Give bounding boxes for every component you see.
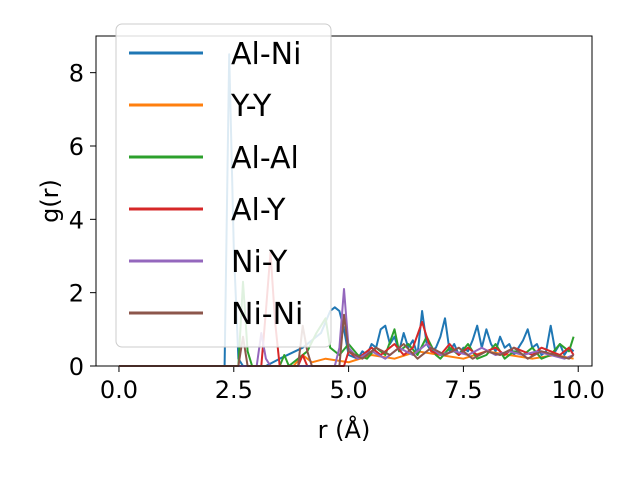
x-tick-label: 10.0 xyxy=(552,376,605,404)
y-axis-ticks: 0 2 4 6 8 xyxy=(69,60,96,381)
y-tick-label: 4 xyxy=(69,206,84,234)
legend-label-al-ni: Al-Ni xyxy=(231,37,301,72)
x-tick-label: 0.0 xyxy=(100,376,138,404)
y-tick-label: 6 xyxy=(69,133,84,161)
x-axis-label: r (Å) xyxy=(318,415,371,444)
y-tick-label: 8 xyxy=(69,60,84,88)
y-axis-label: g(r) xyxy=(36,179,64,223)
x-tick-label: 5.0 xyxy=(330,376,368,404)
legend-label-ni-y: Ni-Y xyxy=(231,245,288,280)
y-tick-label: 0 xyxy=(69,353,84,381)
legend-label-y-y: Y-Y xyxy=(230,89,272,124)
x-axis-ticks: 0.0 2.5 5.0 7.5 10.0 xyxy=(100,366,605,404)
legend-label-al-al: Al-Al xyxy=(231,141,299,176)
x-tick-label: 7.5 xyxy=(444,376,482,404)
legend-label-ni-ni: Ni-Ni xyxy=(231,297,303,332)
x-tick-label: 2.5 xyxy=(215,376,253,404)
series-line-y-y xyxy=(119,350,574,367)
y-tick-label: 2 xyxy=(69,280,84,308)
legend-label-al-y: Al-Y xyxy=(231,193,286,228)
legend: Al-Ni Y-Y Al-Al Al-Y Ni-Y Ni-Ni xyxy=(115,23,332,348)
plot-frame xyxy=(95,35,593,367)
